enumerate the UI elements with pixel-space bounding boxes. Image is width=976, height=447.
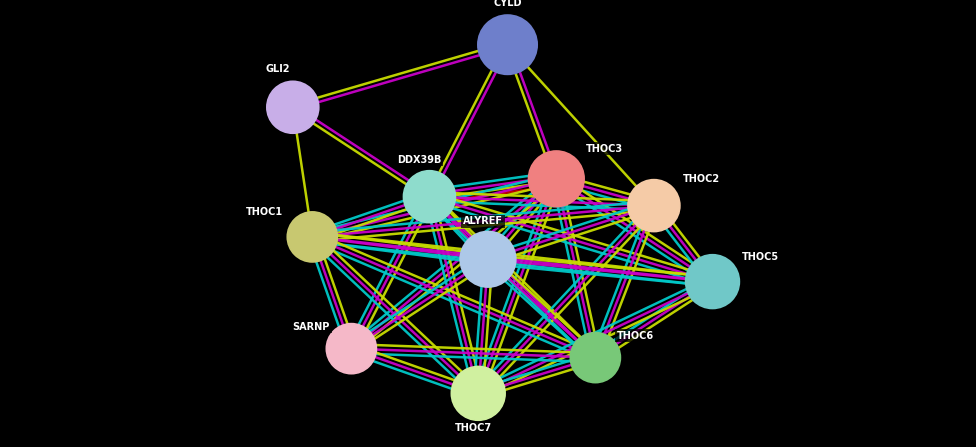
- Circle shape: [451, 367, 506, 420]
- Text: THOC6: THOC6: [617, 331, 654, 341]
- Circle shape: [266, 81, 319, 133]
- Circle shape: [461, 232, 516, 287]
- Text: ALYREF: ALYREF: [463, 216, 503, 226]
- Circle shape: [685, 255, 740, 308]
- Circle shape: [529, 151, 584, 207]
- Text: THOC1: THOC1: [246, 207, 283, 217]
- Circle shape: [628, 180, 680, 232]
- Text: THOC5: THOC5: [742, 252, 779, 261]
- Circle shape: [287, 212, 338, 262]
- Circle shape: [326, 324, 377, 374]
- Text: SARNP: SARNP: [293, 322, 330, 332]
- Text: CYLD: CYLD: [493, 0, 522, 8]
- Text: THOC7: THOC7: [455, 423, 492, 433]
- Circle shape: [478, 15, 537, 74]
- Text: THOC2: THOC2: [683, 173, 720, 184]
- Circle shape: [403, 171, 456, 223]
- Circle shape: [570, 333, 621, 383]
- Text: THOC3: THOC3: [586, 144, 623, 154]
- Text: GLI2: GLI2: [265, 64, 290, 74]
- Text: DDX39B: DDX39B: [397, 155, 441, 164]
